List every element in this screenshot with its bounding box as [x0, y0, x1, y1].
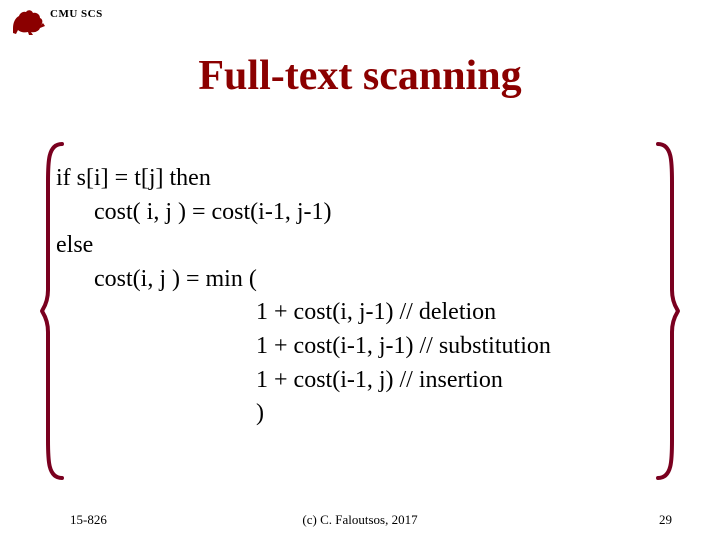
code-line: cost( i, j ) = cost(i-1, j-1): [56, 196, 664, 230]
code-line: if s[i] = t[j] then: [56, 162, 664, 196]
slide: CMU SCS Full-text scanning if s[i] = t[j…: [0, 0, 720, 540]
header-label: CMU SCS: [50, 8, 103, 20]
code-line: 1 + cost(i, j-1) // deletion: [56, 296, 664, 330]
page-number: 29: [659, 512, 672, 528]
content-block: if s[i] = t[j] thencost( i, j ) = cost(i…: [56, 162, 664, 431]
code-line: else: [56, 229, 664, 263]
code-line: cost(i, j ) = min (: [56, 263, 664, 297]
slide-title: Full-text scanning: [0, 52, 720, 100]
code-line: 1 + cost(i-1, j) // insertion: [56, 364, 664, 398]
code-line: 1 + cost(i-1, j-1) // substitution: [56, 330, 664, 364]
scotty-dog-logo: [10, 6, 46, 36]
code-line: ): [56, 397, 664, 431]
copyright-text: (c) C. Faloutsos, 2017: [0, 512, 720, 528]
